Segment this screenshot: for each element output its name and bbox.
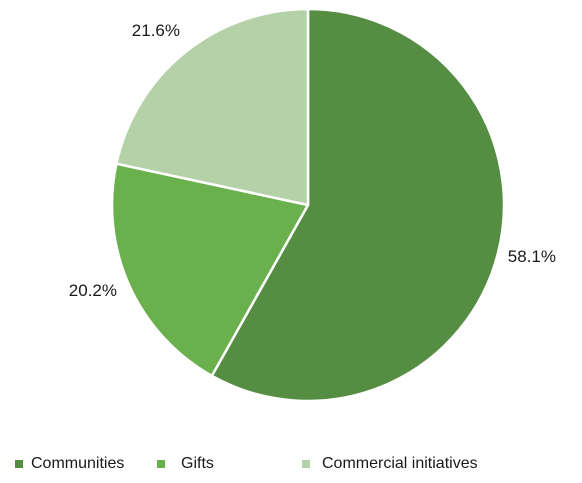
legend-label-gifts: Gifts bbox=[181, 455, 214, 472]
legend-swatch-communities bbox=[15, 460, 23, 468]
data-label-communities: 58.1% bbox=[508, 247, 556, 266]
legend-swatch-gifts bbox=[157, 460, 165, 468]
chart-legend: Communities Gifts Commercial initiatives bbox=[15, 455, 478, 472]
legend-swatch-commercial-initiatives bbox=[302, 460, 310, 468]
data-label-gifts: 20.2% bbox=[69, 281, 117, 300]
pie-slice-communities bbox=[210, 7, 506, 403]
legend-label-commercial-initiatives: Commercial initiatives bbox=[322, 455, 478, 472]
legend-label-communities: Communities bbox=[31, 455, 124, 472]
data-label-commercial-initiatives: 21.6% bbox=[132, 21, 180, 40]
pie-slice-gifts bbox=[110, 162, 310, 378]
pie-slice-commercial-initiatives bbox=[115, 7, 310, 207]
pie-slices bbox=[110, 7, 506, 403]
pie-data-labels: 58.1% 20.2% 21.6% bbox=[69, 21, 556, 300]
